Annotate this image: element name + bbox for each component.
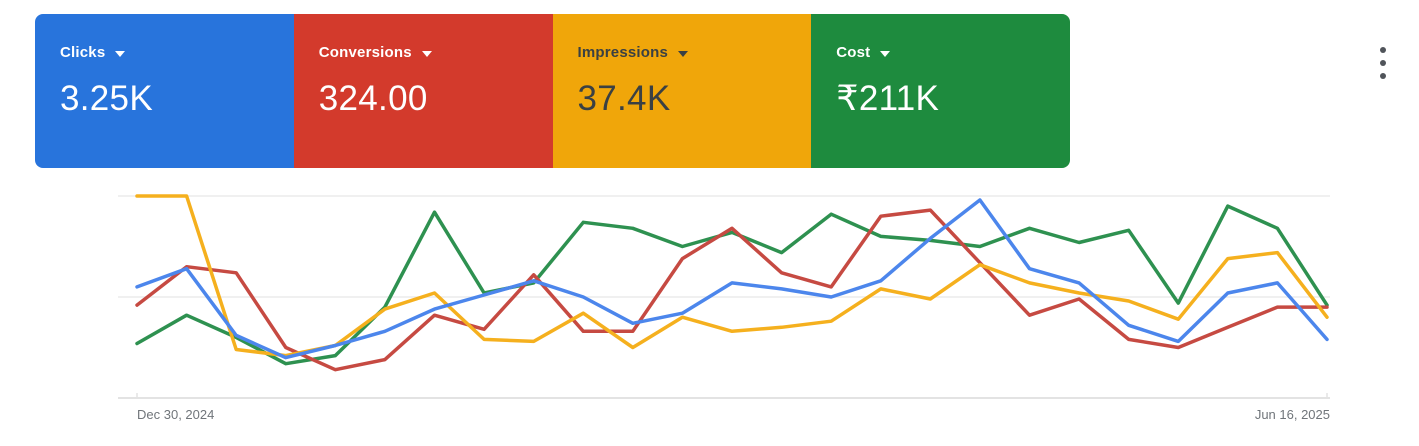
scorecard-value: 37.4K <box>577 79 671 118</box>
x-axis-label-start: Dec 30, 2024 <box>137 407 215 422</box>
scorecard-label: Impressions <box>577 44 669 61</box>
performance-line-chart: Dec 30, 2024 Jun 16, 2025 <box>0 185 1419 446</box>
series-line-clicks <box>135 198 1329 360</box>
scorecard-label: Conversions <box>318 44 412 61</box>
kebab-menu-icon[interactable] <box>1378 45 1388 81</box>
scorecard-cost[interactable]: Cost ₹211K <box>811 14 1070 168</box>
chevron-down-icon <box>115 50 126 57</box>
chart-canvas <box>118 194 1330 399</box>
series-line-cost <box>135 204 1329 366</box>
scorecard-label: Cost <box>836 44 871 61</box>
impressions-metric-selector[interactable]: Impressions <box>578 44 812 61</box>
cost-metric-selector[interactable]: Cost <box>836 44 1070 61</box>
x-axis-label-end: Jun 16, 2025 <box>1254 407 1330 422</box>
chevron-down-icon <box>421 50 432 57</box>
chevron-down-icon <box>678 50 689 57</box>
scorecard-conversions[interactable]: Conversions 324.00 <box>293 14 553 168</box>
scorecard-label: Clicks <box>60 44 106 61</box>
conversions-metric-selector[interactable]: Conversions <box>319 44 553 61</box>
scorecard-value: ₹211K <box>836 79 940 118</box>
chevron-down-icon <box>880 50 891 57</box>
scorecard-value: 324.00 <box>318 79 428 118</box>
scorecard-value: 3.25K <box>60 79 153 118</box>
metric-scorecards: Clicks 3.25K Conversions 324.00 Impressi… <box>35 14 1070 168</box>
scorecard-impressions[interactable]: Impressions 37.4K <box>552 14 812 168</box>
series-line-conversions <box>135 208 1329 372</box>
clicks-metric-selector[interactable]: Clicks <box>60 44 294 61</box>
scorecard-clicks[interactable]: Clicks 3.25K <box>35 14 294 168</box>
